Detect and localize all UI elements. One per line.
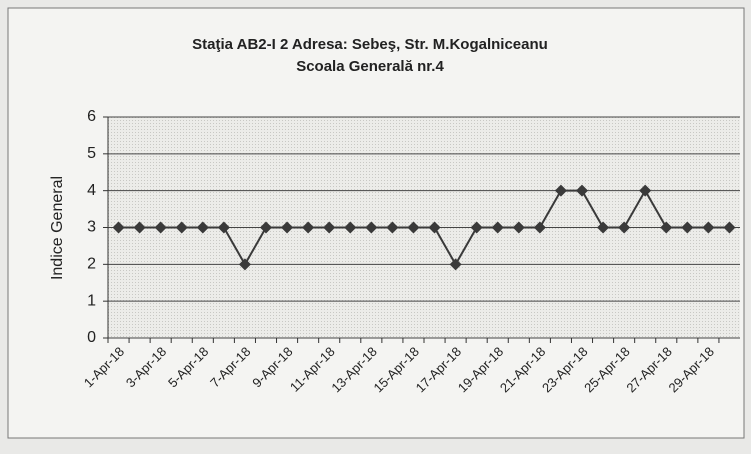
marker xyxy=(196,221,209,234)
marker xyxy=(449,258,462,271)
marker xyxy=(323,221,336,234)
y-tick-label: 2 xyxy=(87,256,96,273)
marker xyxy=(175,221,188,234)
y-tick-label: 0 xyxy=(87,329,96,346)
y-tick-label: 6 xyxy=(87,108,96,125)
marker xyxy=(112,221,125,234)
marker xyxy=(681,221,694,234)
y-tick-label: 3 xyxy=(87,219,96,236)
marker xyxy=(302,221,315,234)
chart-subtitle: Scoala Generală nr.4 xyxy=(296,58,444,75)
marker xyxy=(344,221,357,234)
marker xyxy=(154,221,167,234)
marker xyxy=(281,221,294,234)
marker xyxy=(407,221,420,234)
y-tick-label: 4 xyxy=(87,182,96,199)
marker xyxy=(428,221,441,234)
marker xyxy=(618,221,631,234)
marker xyxy=(597,221,610,234)
marker xyxy=(723,221,736,234)
marker xyxy=(554,184,567,197)
marker xyxy=(386,221,399,234)
marker xyxy=(133,221,146,234)
marker xyxy=(260,221,272,234)
marker xyxy=(576,184,588,197)
marker xyxy=(238,258,251,271)
y-tick-label: 1 xyxy=(87,292,96,309)
marker xyxy=(217,221,230,234)
marker xyxy=(702,221,715,234)
y-axis-label: Indice General xyxy=(49,176,66,280)
marker xyxy=(512,221,525,234)
y-tick-label: 5 xyxy=(87,145,96,162)
marker xyxy=(470,221,483,234)
chart-title: Staţia AB2-I 2 Adresa: Sebeş, Str. M.Kog… xyxy=(192,36,548,53)
marker xyxy=(365,221,378,234)
marker xyxy=(660,221,673,234)
marker xyxy=(533,221,546,234)
marker xyxy=(639,184,652,197)
marker xyxy=(491,221,504,234)
